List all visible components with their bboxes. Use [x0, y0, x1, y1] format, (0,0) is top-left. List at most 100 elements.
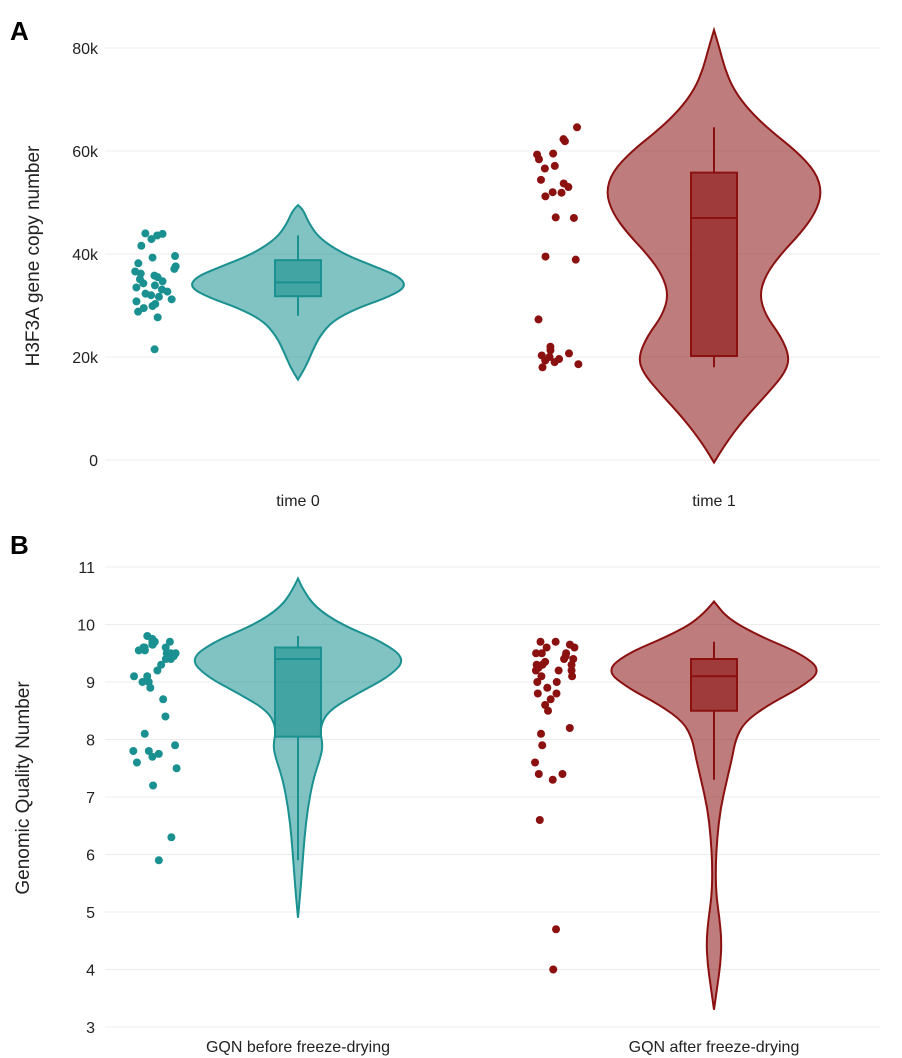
- data-point: [543, 683, 552, 692]
- panel-a-boxplots: [274, 127, 738, 368]
- data-point: [129, 747, 138, 755]
- panel-b-y-axis-title: Genomic Quality Number: [13, 681, 34, 895]
- data-point: [552, 689, 561, 698]
- y-tick-label: 20k: [72, 350, 99, 367]
- data-point: [546, 342, 555, 351]
- panel-a-y-ticks: 0 20k 40k 60k 80k: [72, 41, 99, 470]
- data-point: [140, 729, 149, 738]
- y-tick-label: 3: [86, 1020, 95, 1037]
- data-point: [148, 253, 157, 262]
- data-point: [541, 192, 550, 201]
- data-point: [159, 695, 168, 704]
- data-point: [137, 241, 146, 250]
- data-point: [541, 252, 550, 261]
- data-point: [550, 161, 559, 170]
- data-point: [549, 965, 558, 974]
- data-point: [552, 678, 561, 686]
- data-point: [545, 353, 554, 361]
- data-point: [165, 637, 174, 646]
- data-point: [147, 235, 156, 244]
- data-point: [171, 741, 180, 750]
- data-point: [568, 672, 577, 681]
- data-point: [559, 179, 568, 188]
- data-point: [565, 724, 574, 732]
- data-point: [559, 135, 568, 144]
- box-iqr: [274, 646, 322, 738]
- data-point: [549, 149, 558, 158]
- data-point: [132, 297, 141, 306]
- data-point: [153, 313, 162, 322]
- data-point: [140, 646, 149, 655]
- data-point: [551, 213, 560, 222]
- data-point: [149, 781, 158, 790]
- data-point: [161, 655, 170, 663]
- data-point: [551, 637, 560, 646]
- panel-b-x-categories: GQN before freeze-drying GQN after freeze…: [206, 1039, 799, 1056]
- data-point: [558, 770, 567, 778]
- data-point: [567, 660, 576, 669]
- data-point: [540, 164, 549, 173]
- panel-b-points: [129, 632, 579, 974]
- y-tick-label: 4: [86, 963, 95, 980]
- panel-b: B 3 4 5 6 7 8 9 10 11 Genomic Quality Number GQN…: [10, 530, 880, 1056]
- box-iqr: [690, 658, 738, 712]
- data-point: [134, 259, 143, 268]
- data-point: [150, 345, 159, 354]
- data-point: [150, 271, 159, 280]
- data-point: [167, 833, 176, 842]
- panel-b-y-ticks: 3 4 5 6 7 8 9 10 11: [77, 560, 95, 1037]
- box-iqr: [690, 171, 738, 357]
- panel-b-label: B: [10, 530, 29, 560]
- data-point: [569, 213, 578, 222]
- panel-b-boxplots: [274, 636, 738, 861]
- data-point: [573, 123, 582, 132]
- data-point: [554, 666, 563, 675]
- data-point: [538, 363, 547, 372]
- data-point: [535, 816, 544, 824]
- y-tick-label: 11: [78, 560, 95, 577]
- panel-b-violins: [193, 576, 818, 1010]
- y-tick-label: 40k: [72, 247, 99, 264]
- panel-a-x-categories: time 0 time 1: [276, 493, 736, 510]
- data-point: [139, 304, 148, 313]
- data-point: [157, 660, 166, 669]
- data-point: [570, 643, 579, 652]
- data-point: [154, 749, 163, 758]
- data-point: [154, 856, 163, 865]
- data-point: [132, 758, 141, 767]
- data-point: [536, 175, 545, 184]
- data-point: [537, 649, 546, 658]
- data-point: [153, 666, 162, 675]
- data-point: [167, 295, 176, 304]
- data-point: [531, 758, 540, 767]
- data-point: [567, 666, 576, 675]
- violin-2: [610, 599, 818, 1010]
- x-category-label: time 1: [692, 493, 736, 510]
- panel-a: A 0 20k 40k 60k 80k H3F3A gene copy number t…: [10, 16, 880, 510]
- y-tick-label: 60k: [72, 144, 99, 161]
- data-point: [161, 712, 170, 721]
- x-category-label: time 0: [276, 493, 320, 510]
- data-point: [158, 229, 167, 238]
- data-point: [537, 672, 546, 681]
- y-tick-label: 80k: [72, 41, 99, 58]
- data-point: [141, 229, 150, 238]
- data-point: [532, 649, 541, 658]
- data-point: [171, 252, 180, 261]
- data-point: [130, 672, 139, 681]
- y-tick-label: 10: [77, 618, 95, 635]
- data-point: [546, 695, 555, 704]
- data-point: [555, 355, 564, 364]
- y-tick-label: 5: [86, 905, 95, 922]
- data-point: [548, 775, 557, 784]
- data-point: [134, 646, 143, 655]
- box-iqr: [274, 259, 322, 298]
- y-tick-label: 6: [86, 848, 95, 865]
- data-point: [544, 706, 553, 715]
- panel-a-label: A: [10, 16, 29, 46]
- data-point: [144, 747, 153, 755]
- y-tick-label: 0: [89, 453, 98, 470]
- data-point: [138, 678, 147, 686]
- data-point: [531, 666, 540, 675]
